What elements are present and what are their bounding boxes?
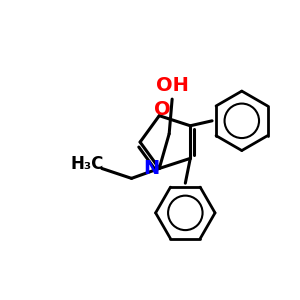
Text: O: O bbox=[154, 100, 170, 119]
Text: OH: OH bbox=[156, 76, 189, 95]
Text: H₃C: H₃C bbox=[70, 155, 104, 173]
Text: N: N bbox=[143, 159, 160, 178]
